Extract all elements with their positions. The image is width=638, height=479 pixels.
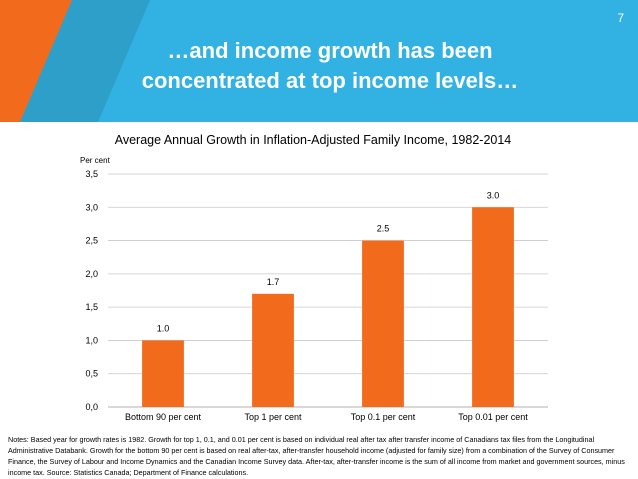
x-tick-label: Top 0.01 per cent <box>458 412 528 422</box>
data-label: 3.0 <box>487 190 500 200</box>
bar <box>362 240 404 407</box>
slide-title: …and income growth has been concentrated… <box>60 36 600 96</box>
y-tick-label: 0,0 <box>85 402 98 412</box>
bar <box>142 340 184 407</box>
x-tick-label: Bottom 90 per cent <box>125 412 202 422</box>
bar <box>472 207 514 407</box>
chart-title: Average Annual Growth in Inflation-Adjus… <box>115 133 512 147</box>
y-tick-label: 3,5 <box>85 169 98 179</box>
y-tick-label: 2,5 <box>85 236 98 246</box>
x-tick-label: Top 1 per cent <box>244 412 302 422</box>
y-tick-label: 3,0 <box>85 202 98 212</box>
y-tick-label: 1,5 <box>85 302 98 312</box>
y-tick-label: 2,0 <box>85 269 98 279</box>
y-axis-label: Per cent <box>80 156 111 165</box>
bar-chart: Average Annual Growth in Inflation-Adjus… <box>80 133 548 422</box>
data-label: 2.5 <box>377 224 390 234</box>
slide-title-line-2: concentrated at top income levels… <box>141 68 519 93</box>
data-label: 1.0 <box>157 323 170 333</box>
y-tick-label: 1,0 <box>85 335 98 345</box>
y-tick-label: 0,5 <box>85 369 98 379</box>
page-number: 7 <box>617 11 624 25</box>
slide-header: …and income growth has been concentrated… <box>0 0 638 122</box>
notes: Notes: Based year for growth rates is 19… <box>8 435 625 477</box>
slide-title-line-1: …and income growth has been <box>167 38 493 63</box>
header-decoration <box>0 0 150 122</box>
chart-area: Average Annual Growth in Inflation-Adjus… <box>0 122 638 432</box>
bar <box>252 293 294 407</box>
x-tick-label: Top 0.1 per cent <box>351 412 416 422</box>
data-label: 1.7 <box>267 277 280 287</box>
